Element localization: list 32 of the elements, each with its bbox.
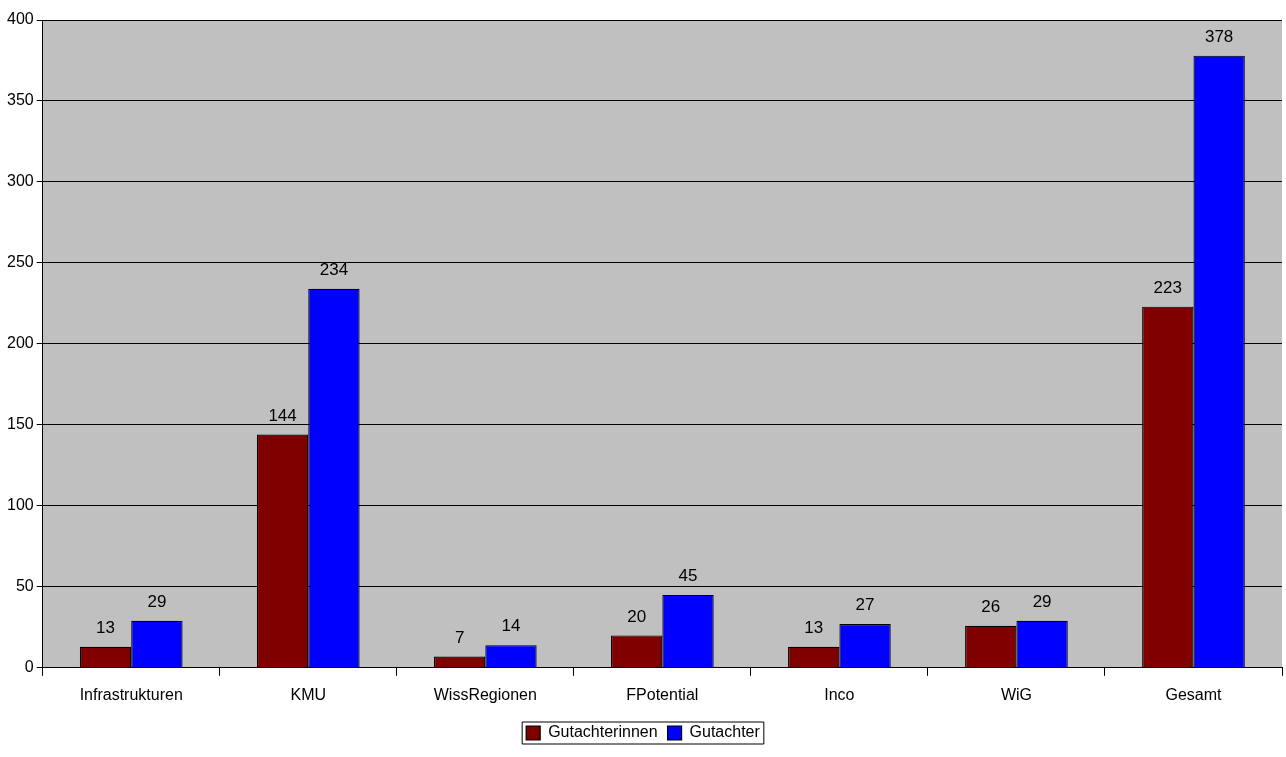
y-tick-label: 150 bbox=[6, 415, 34, 433]
x-tick-label: KMU bbox=[290, 685, 327, 703]
x-tick-label: WissRegionen bbox=[433, 685, 537, 703]
x-tick-label: FPotential bbox=[626, 685, 699, 703]
legend-label: Gutachter bbox=[689, 723, 761, 741]
y-tick-label: 250 bbox=[6, 253, 34, 271]
y-tick-label: 200 bbox=[6, 334, 34, 352]
data-label: 223 bbox=[1153, 277, 1182, 297]
data-label: 29 bbox=[1032, 592, 1052, 612]
data-label: 26 bbox=[981, 596, 1001, 616]
data-label: 29 bbox=[147, 592, 167, 612]
data-label: 45 bbox=[678, 566, 698, 586]
y-tick-label: 400 bbox=[6, 10, 34, 28]
y-tick-label: 50 bbox=[15, 577, 34, 595]
data-label: 20 bbox=[627, 606, 647, 626]
x-tick-label: Gesamt bbox=[1165, 685, 1223, 703]
y-tick-label: 100 bbox=[6, 496, 34, 514]
data-label: 7 bbox=[454, 627, 465, 647]
data-label: 234 bbox=[319, 260, 349, 280]
data-label: 144 bbox=[268, 405, 297, 425]
data-label: 13 bbox=[96, 617, 116, 637]
x-tick-label: WiG bbox=[1000, 685, 1032, 703]
data-label: 27 bbox=[855, 595, 875, 615]
y-tick-label: 350 bbox=[6, 91, 34, 109]
data-label: 378 bbox=[1204, 26, 1234, 46]
y-tick-label: 0 bbox=[24, 658, 34, 676]
x-tick-label: Inco bbox=[824, 685, 855, 703]
legend-label: Gutachterinnen bbox=[548, 723, 658, 741]
x-tick-label: Infrastrukturen bbox=[79, 685, 183, 703]
data-label: 14 bbox=[501, 616, 521, 636]
y-tick-label: 300 bbox=[6, 172, 34, 190]
data-label: 13 bbox=[804, 617, 824, 637]
